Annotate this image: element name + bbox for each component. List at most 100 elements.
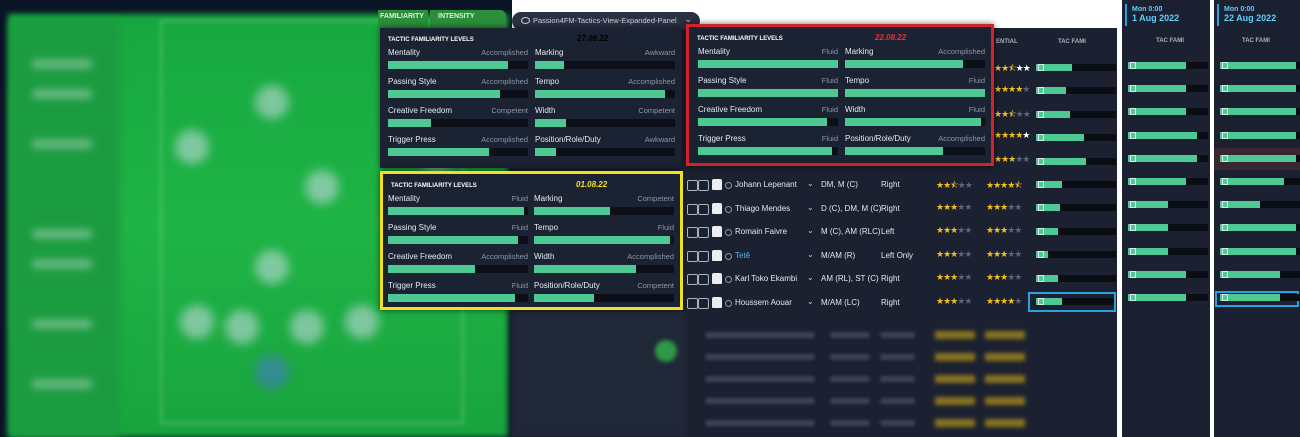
player-row[interactable]: Karl Toko Ekambi ⌄ AM (RL), ST (C) Right ★★★…: [685, 268, 1022, 291]
potential-header[interactable]: ENTIAL: [996, 39, 1018, 45]
player-token[interactable]: [345, 305, 379, 339]
familiarity-item: Position/Role/Duty Accomplished: [845, 134, 985, 163]
familiarity-bar: [534, 294, 674, 302]
info-icon[interactable]: [698, 203, 709, 215]
compare-icon[interactable]: [687, 274, 698, 286]
player-row[interactable]: Thiago Mendes ⌄ D (C), DM, M (C) Right ★★★★★…: [685, 198, 1022, 221]
calendar-icon: [1130, 270, 1136, 278]
familiarity-bar: [698, 60, 838, 68]
player-token[interactable]: [180, 305, 214, 339]
player-row[interactable]: Romain Faivre ⌄ M (C), AM (RLC) Left ★★★★★ ★★…: [685, 221, 1022, 244]
blurred-stars: [935, 331, 975, 339]
player-token[interactable]: [290, 310, 324, 344]
familiarity-item: Mentality Accomplished: [388, 48, 528, 77]
date-label: Mon 0:00 1 Aug 2022: [1132, 6, 1180, 23]
familiarity-item-value: Competent: [637, 281, 674, 290]
tac-fam-bar-fill: [1220, 154, 1296, 162]
info-icon[interactable]: [698, 250, 709, 262]
chevron-down-icon[interactable]: ⌄: [807, 179, 814, 188]
familiarity-bar: [534, 207, 674, 215]
tac-fam-header[interactable]: TAC FAMI: [1156, 38, 1184, 44]
chevron-down-icon[interactable]: ⌄: [807, 249, 814, 259]
chevron-down-icon[interactable]: ⌄: [807, 202, 814, 212]
tab-familiarity[interactable]: FAMILIARITY: [378, 10, 428, 28]
tac-fam-bar: [1128, 247, 1208, 255]
chevron-down-icon[interactable]: ⌄: [807, 297, 814, 306]
player-token[interactable]: [255, 355, 289, 389]
info-icon[interactable]: [698, 298, 709, 309]
panel-1-aug: Mon 0:00 1 Aug 2022 TAC FAMI: [1122, 0, 1210, 437]
tac-fam-header[interactable]: TAC FAMI: [1058, 39, 1086, 45]
tac-fam-bar-fill: [1036, 157, 1086, 165]
familiarity-item: Trigger Press Fluid: [698, 134, 838, 163]
view-selector[interactable]: Passion4FM-Tactics-View-Expanded-Panel ⌄: [512, 12, 700, 30]
tac-fam-bar: [1036, 204, 1116, 212]
familiarity-item: Marking Competent: [534, 194, 674, 223]
player-token[interactable]: [305, 170, 339, 204]
info-icon[interactable]: [698, 274, 709, 286]
familiarity-item-value: Fluid: [968, 76, 985, 85]
familiarity-bar-fill: [845, 118, 981, 126]
popup-date: 22.08.22: [875, 33, 907, 42]
tac-fam-bar: [1036, 181, 1116, 188]
familiarity-bar-fill: [388, 236, 519, 244]
player-row[interactable]: Johann Lepenant ⌄ DM, M (C) Right ★★⯪★★ ★★★★⯪: [685, 174, 1023, 197]
player-row[interactable]: Houssem Aouar ⌄ M/AM (LC) Right ★★★★★ ★★★★★: [685, 292, 1022, 315]
familiarity-item-name: Passing Style: [388, 223, 437, 232]
info-icon[interactable]: [698, 227, 709, 239]
blurred-text: [880, 354, 915, 360]
chevron-down-icon[interactable]: ⌄: [807, 273, 814, 283]
calendar-icon: [1130, 224, 1136, 232]
familiarity-item-name: Creative Freedom: [388, 106, 453, 115]
familiarity-bar-fill: [535, 61, 565, 69]
tac-fam-bar-fill: [1128, 294, 1186, 301]
familiarity-item-value: Fluid: [821, 134, 838, 143]
player-name[interactable]: Houssem Aouar: [735, 298, 792, 307]
status-icon: [725, 205, 732, 213]
tac-fam-bar: [1220, 247, 1300, 255]
player-token[interactable]: [255, 85, 289, 119]
player-name[interactable]: Romain Faivre: [735, 227, 788, 237]
shirt-icon: [712, 179, 722, 190]
tac-fam-bar-fill: [1220, 201, 1260, 209]
player-token[interactable]: [255, 250, 289, 284]
panel-22-aug: Mon 0:00 22 Aug 2022 TAC FAMI: [1214, 0, 1300, 437]
player-token[interactable]: [225, 310, 259, 344]
player-token[interactable]: [175, 130, 209, 164]
player-name[interactable]: Johann Lepenant: [735, 180, 797, 189]
familiarity-item-name: Width: [535, 106, 556, 115]
chevron-down-icon[interactable]: ⌄: [807, 226, 814, 236]
compare-icon[interactable]: [687, 250, 698, 262]
calendar-icon: [1130, 294, 1136, 301]
ability-stars: ★★★★★: [936, 272, 972, 283]
compare-icon[interactable]: [687, 203, 698, 215]
date-accent: [1217, 4, 1219, 26]
info-icon[interactable]: [698, 180, 709, 191]
calendar-icon: [1038, 204, 1044, 212]
familiarity-item-name: Marking: [534, 194, 563, 203]
player-row[interactable]: Tetê ⌄ M/AM (R) Left Only ★★★★★ ★★★★★: [685, 245, 1022, 268]
familiarity-item-name: Tempo: [535, 77, 560, 86]
tac-fam-header[interactable]: TAC FAMI: [1242, 38, 1270, 44]
tac-fam-bar-fill: [1036, 64, 1072, 71]
familiarity-bar-fill: [698, 118, 827, 126]
familiarity-bar: [535, 90, 675, 98]
tac-fam-bar: [1128, 270, 1208, 278]
calendar-icon: [1222, 131, 1228, 139]
familiarity-item-name: Trigger Press: [698, 134, 746, 143]
tab-intensity[interactable]: INTENSITY: [430, 10, 506, 28]
player-name[interactable]: Karl Toko Ekambi: [735, 274, 798, 284]
compare-icon[interactable]: [687, 180, 698, 191]
player-name[interactable]: Tetê: [735, 250, 751, 260]
familiarity-item-name: Position/Role/Duty: [845, 134, 911, 143]
familiarity-item-name: Trigger Press: [388, 135, 436, 144]
tac-fam-bar: [1220, 154, 1300, 162]
calendar-icon: [1130, 154, 1136, 162]
eye-icon: [521, 17, 530, 24]
player-name[interactable]: Thiago Mendes: [735, 203, 791, 213]
compare-icon[interactable]: [687, 298, 698, 309]
compare-icon[interactable]: [687, 227, 698, 239]
familiarity-item-name: Creative Freedom: [698, 105, 763, 114]
tac-fam-bar: [1128, 62, 1208, 69]
familiarity-bar: [698, 89, 838, 97]
